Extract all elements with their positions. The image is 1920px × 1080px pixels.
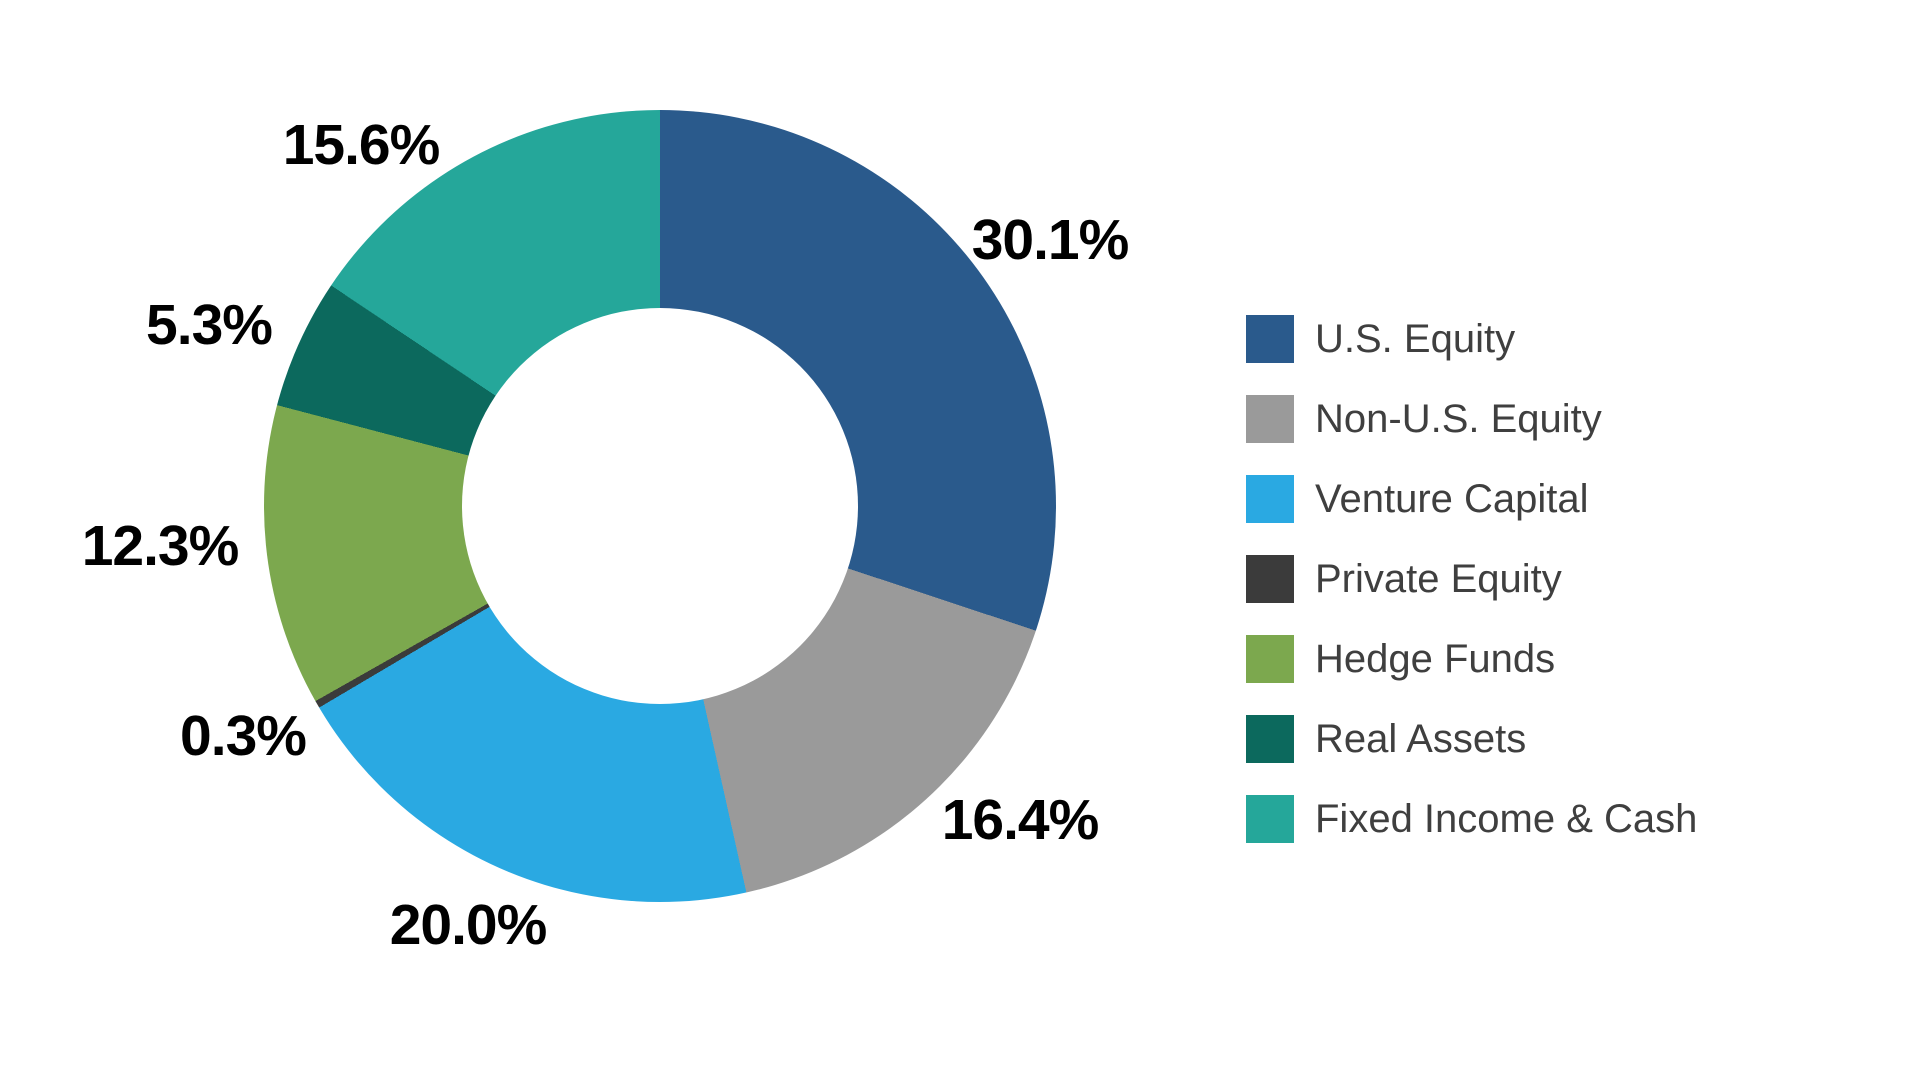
legend-swatch [1246, 395, 1294, 443]
legend-item: Private Equity [1246, 555, 1697, 603]
slice-label: 20.0% [389, 893, 548, 957]
legend: U.S. Equity Non-U.S. Equity Venture Capita… [1246, 315, 1697, 875]
slice-label: 12.3% [81, 514, 240, 578]
legend-item: Hedge Funds [1246, 635, 1697, 683]
legend-label: U.S. Equity [1315, 316, 1516, 361]
slice-label: 30.1% [971, 208, 1130, 272]
legend-swatch [1246, 555, 1294, 603]
legend-label: Venture Capital [1315, 476, 1589, 521]
legend-label: Fixed Income & Cash [1315, 796, 1698, 841]
legend-label: Hedge Funds [1315, 636, 1556, 681]
legend-label: Non-U.S. Equity [1315, 396, 1602, 441]
legend-item: Fixed Income & Cash [1246, 795, 1697, 843]
legend-label: Real Assets [1315, 716, 1527, 761]
legend-swatch [1246, 635, 1294, 683]
slice-label: 0.3% [180, 704, 307, 768]
legend-item: Real Assets [1246, 715, 1697, 763]
legend-swatch [1246, 795, 1294, 843]
legend-item: Venture Capital [1246, 475, 1697, 523]
slice-label: 5.3% [146, 293, 273, 357]
legend-swatch [1246, 315, 1294, 363]
legend-swatch [1246, 475, 1294, 523]
donut-hole [462, 308, 858, 704]
legend-item: U.S. Equity [1246, 315, 1697, 363]
legend-swatch [1246, 715, 1294, 763]
legend-label: Private Equity [1315, 556, 1562, 601]
legend-item: Non-U.S. Equity [1246, 395, 1697, 443]
slice-label: 16.4% [941, 788, 1100, 852]
slice-label: 15.6% [282, 113, 441, 177]
